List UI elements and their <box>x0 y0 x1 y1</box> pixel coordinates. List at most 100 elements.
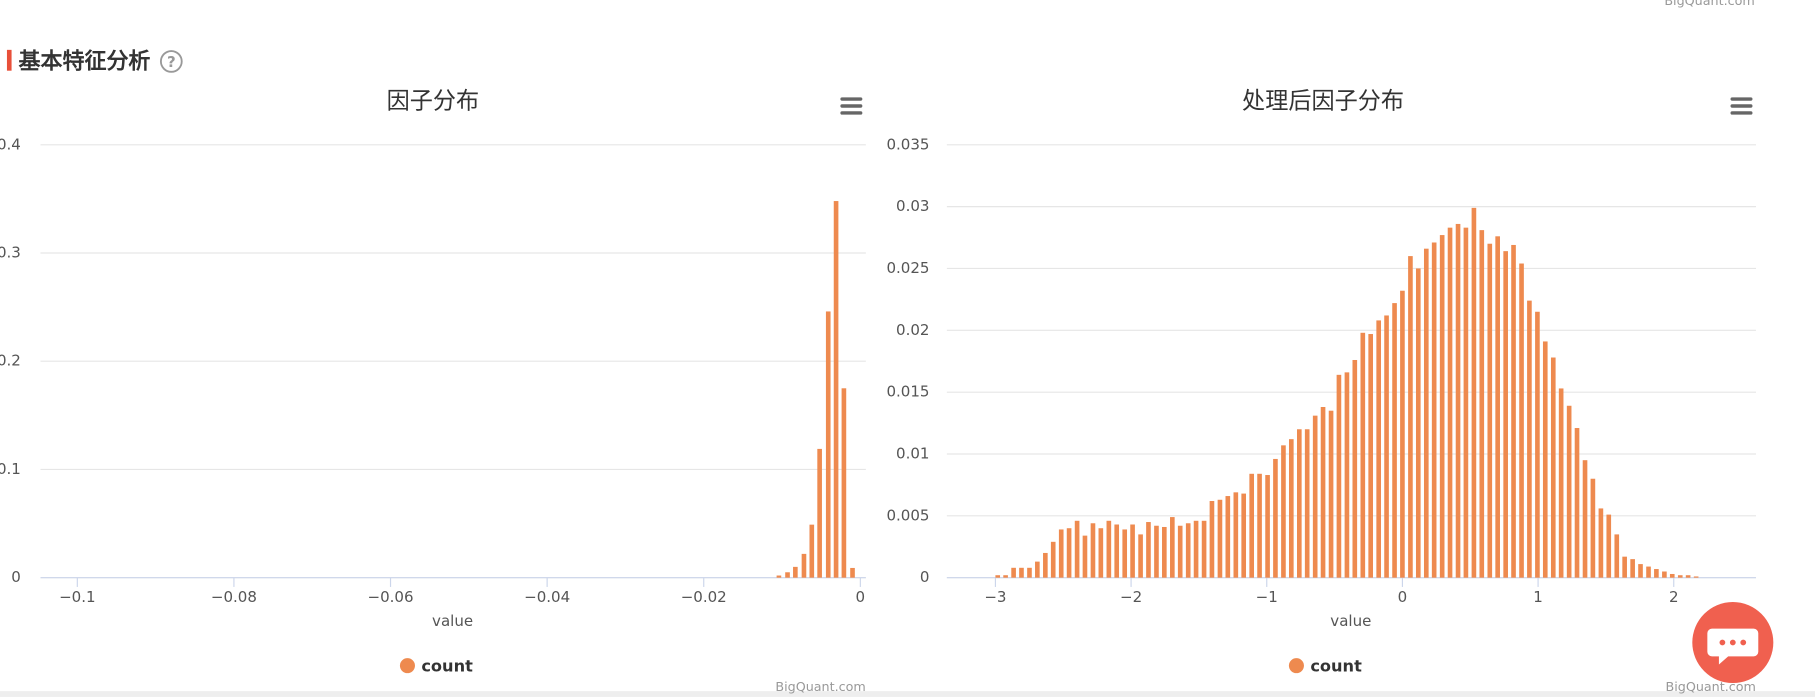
chart-title: 处理后因子分布 <box>1242 88 1404 114</box>
menu-icon[interactable] <box>1730 97 1753 115</box>
x-tick-label: −0.06 <box>367 588 413 606</box>
bar <box>1352 359 1358 578</box>
menu-icon[interactable] <box>840 97 863 115</box>
bar <box>1693 576 1699 578</box>
help-icon[interactable]: ? <box>159 50 183 73</box>
bar <box>1265 475 1270 578</box>
bar <box>1669 573 1675 578</box>
y-tick-label: 0.3 <box>0 244 21 262</box>
bar <box>1241 493 1247 578</box>
bar <box>1304 429 1310 578</box>
credit: BigQuant.com <box>1664 0 1754 9</box>
x-tick-label: −0.04 <box>524 588 570 606</box>
bar <box>1646 566 1651 578</box>
bar <box>1106 520 1112 578</box>
bar <box>1177 525 1183 578</box>
scroll-bar[interactable] <box>0 691 1815 697</box>
bar <box>1479 230 1485 578</box>
bar <box>776 575 782 578</box>
legend-item[interactable]: count <box>399 656 473 675</box>
menu-line <box>840 97 863 101</box>
x-axis-label: value <box>1330 612 1371 630</box>
bar <box>1312 415 1318 578</box>
bar <box>1019 567 1024 578</box>
legend-label: count <box>1310 656 1362 675</box>
bar <box>1423 248 1429 578</box>
menu-line <box>1730 97 1753 101</box>
y-tick-label: 0 <box>11 568 21 586</box>
x-tick-label: 0 <box>1398 588 1408 606</box>
legend-marker <box>399 658 415 674</box>
bar <box>785 572 790 578</box>
bar <box>850 567 855 578</box>
bar <box>1392 303 1397 578</box>
legend-marker <box>1288 658 1304 674</box>
y-tick-label: 0.1 <box>0 460 21 478</box>
chat-button[interactable] <box>1692 601 1774 684</box>
bar <box>1685 575 1691 578</box>
bar <box>1130 524 1135 578</box>
bar <box>1360 332 1366 578</box>
bar <box>1431 242 1437 578</box>
bar <box>1376 320 1381 578</box>
bar <box>1400 290 1405 578</box>
bar <box>1614 534 1620 578</box>
bar <box>1550 357 1556 578</box>
bar <box>1281 445 1286 578</box>
bar <box>1201 520 1207 578</box>
bar <box>1336 374 1342 578</box>
section-marker <box>6 49 12 71</box>
bar <box>1027 567 1032 578</box>
bar <box>1590 478 1596 578</box>
bar <box>1193 520 1199 578</box>
bar <box>1471 207 1477 578</box>
bar <box>1408 256 1413 578</box>
legend-label: count <box>421 656 473 675</box>
legend-item[interactable]: count <box>1288 656 1362 675</box>
bar <box>1066 528 1072 578</box>
bar <box>1677 575 1683 578</box>
bar <box>1535 311 1540 578</box>
bar <box>1098 528 1104 578</box>
bar <box>1582 460 1588 578</box>
bar <box>1050 541 1056 578</box>
x-tick-label: 0 <box>856 588 866 606</box>
bar <box>1146 522 1151 578</box>
bar <box>841 388 847 578</box>
x-tick-label: 1 <box>1533 588 1543 606</box>
section-title: 基本特征分析 <box>19 49 151 75</box>
bar <box>1328 410 1334 578</box>
y-tick-label: 0.02 <box>896 321 929 339</box>
bar <box>1320 406 1326 578</box>
bar <box>1455 223 1461 578</box>
bar <box>1654 569 1659 578</box>
bar <box>1170 517 1175 578</box>
bar <box>1439 235 1445 578</box>
bar <box>1249 473 1255 578</box>
chart-title: 因子分布 <box>387 88 480 114</box>
x-tick-label: −0.08 <box>211 588 257 606</box>
bar <box>1384 315 1389 578</box>
bar <box>1558 388 1564 578</box>
bar <box>1074 520 1080 578</box>
menu-line <box>1730 104 1753 108</box>
bar <box>1662 571 1667 578</box>
bar <box>1090 523 1096 578</box>
bar <box>793 566 798 578</box>
menu-line <box>1730 111 1753 115</box>
bar <box>995 575 1001 578</box>
bar <box>1154 525 1159 578</box>
bar <box>1209 501 1215 578</box>
bar <box>1638 564 1643 578</box>
bar <box>1447 227 1453 578</box>
bar <box>1162 526 1167 578</box>
bar <box>1542 341 1548 578</box>
bar <box>1606 514 1612 578</box>
bar <box>1519 263 1524 578</box>
bar <box>1344 372 1350 578</box>
bar <box>1598 508 1604 578</box>
bar <box>817 448 822 578</box>
y-tick-label: 0.03 <box>896 197 929 215</box>
bar <box>1288 439 1294 578</box>
bar <box>1463 227 1469 578</box>
